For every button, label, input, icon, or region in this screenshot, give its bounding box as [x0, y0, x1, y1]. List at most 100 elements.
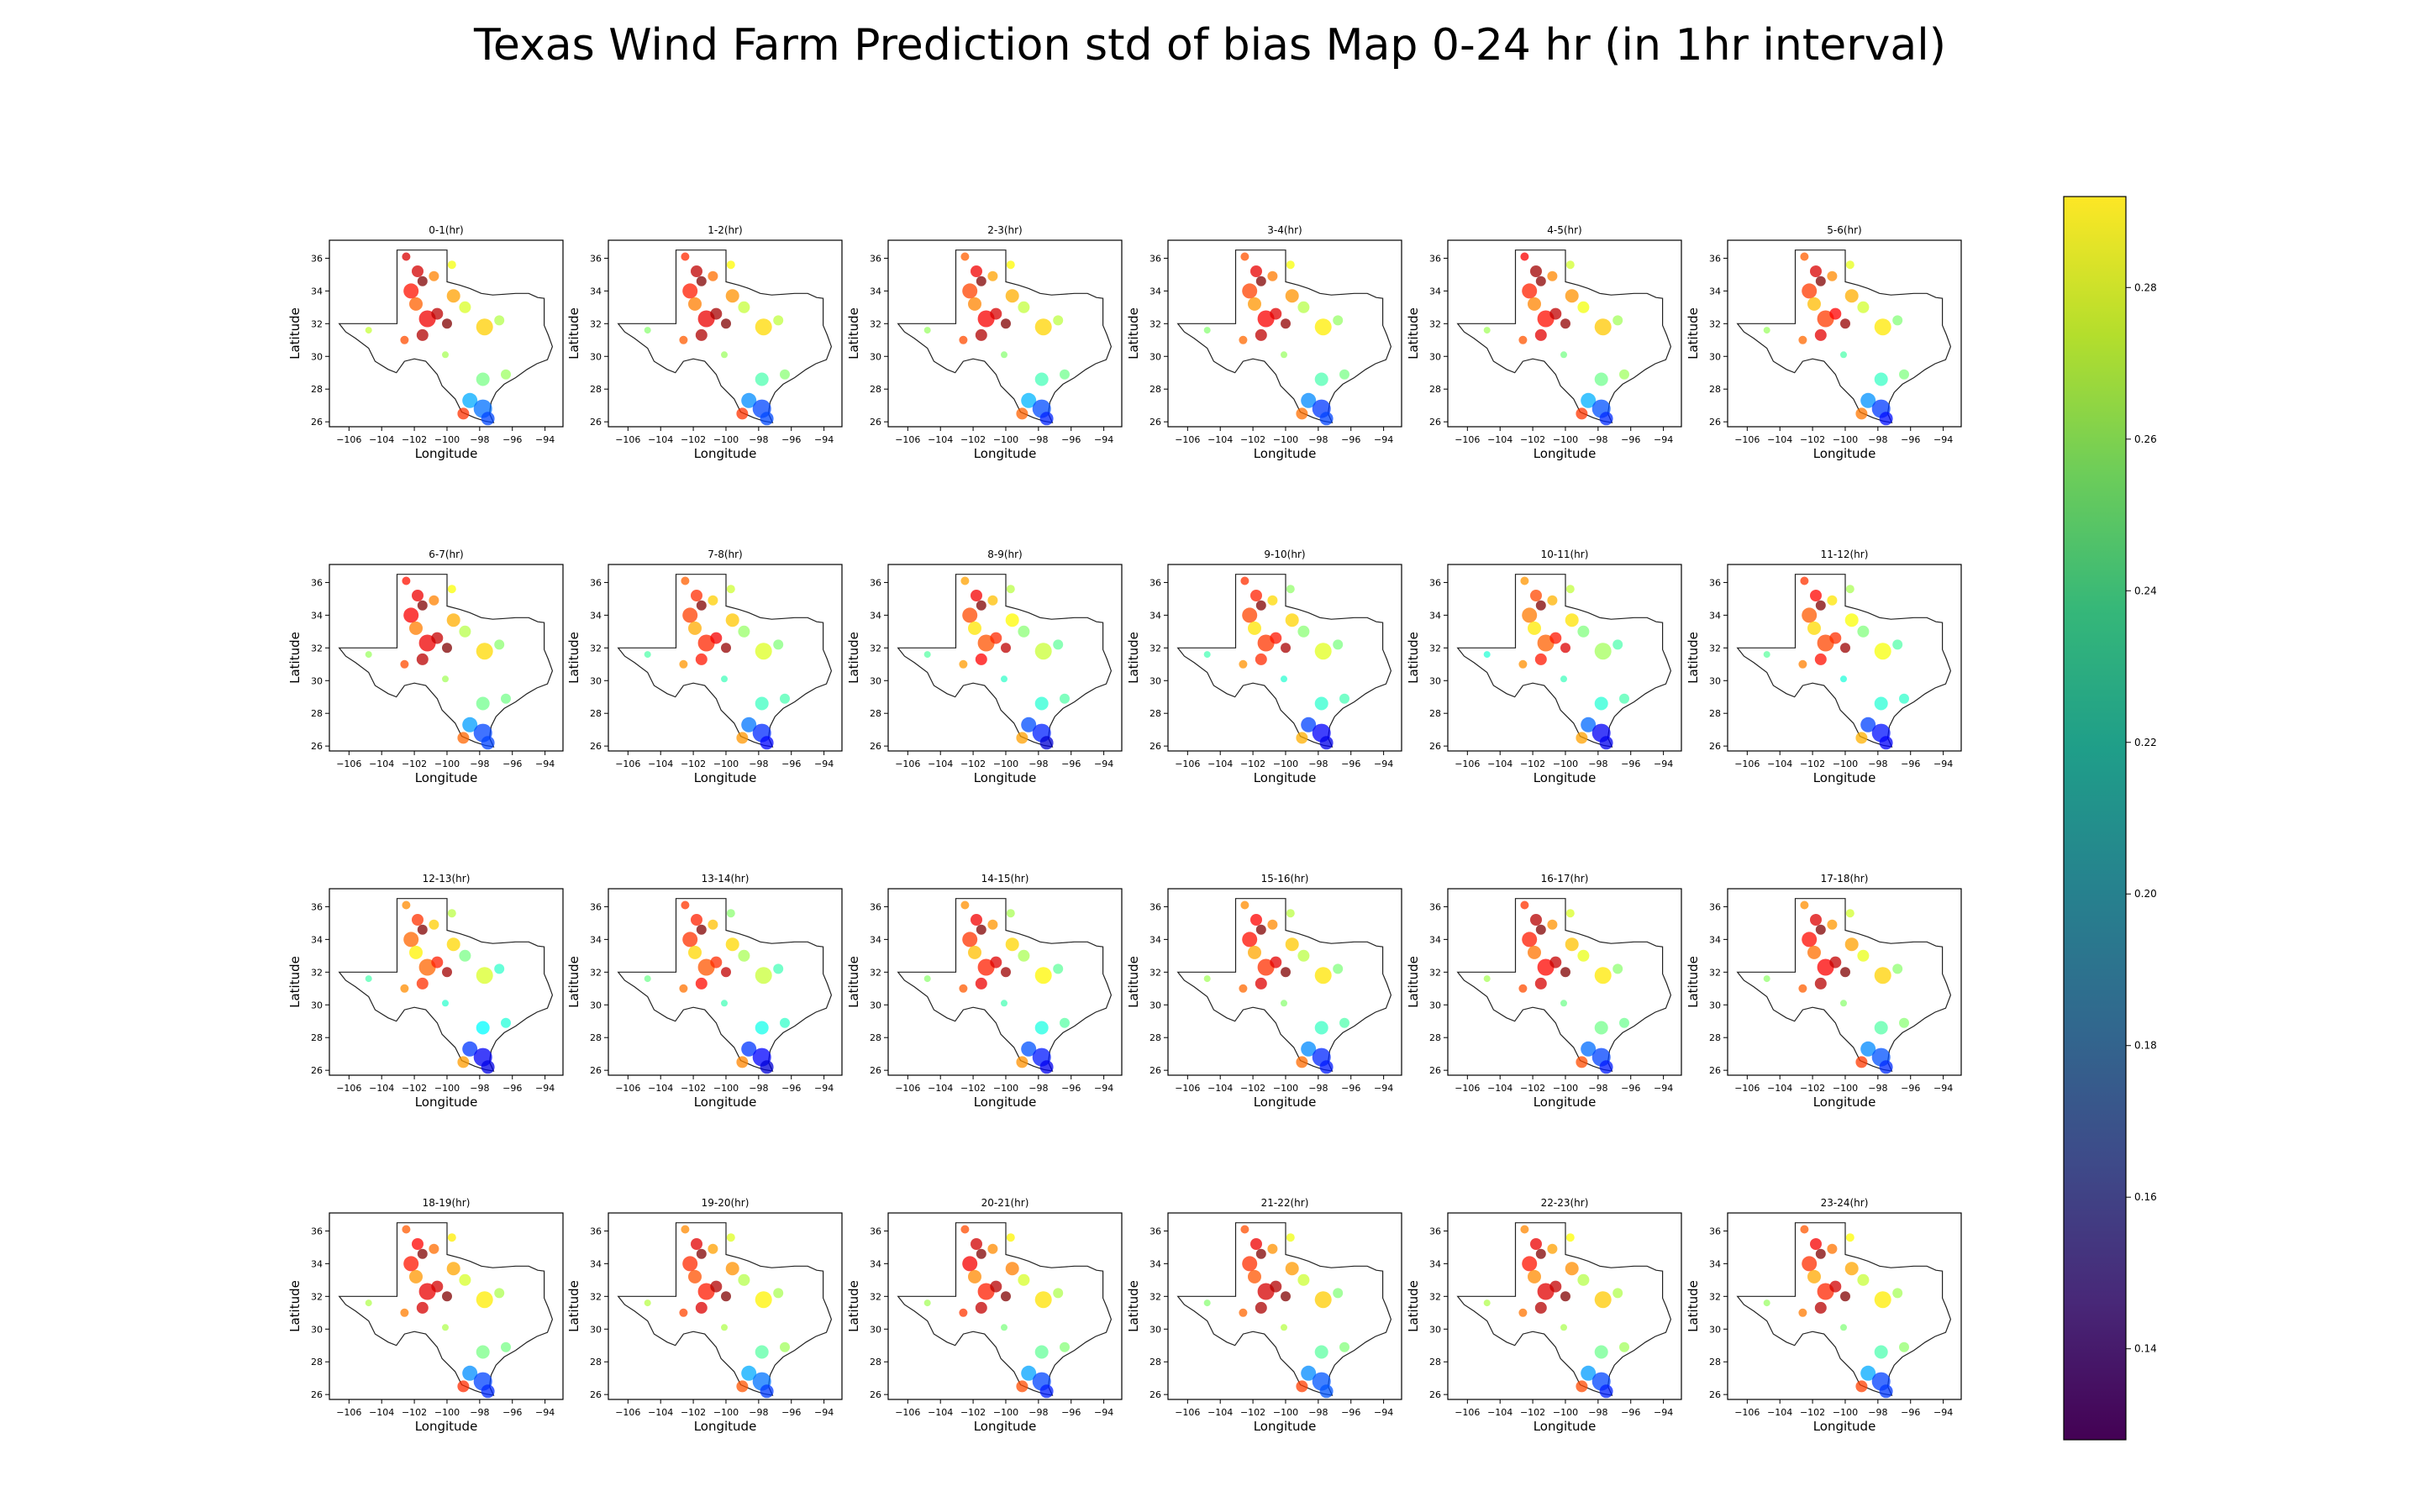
site-marker — [1518, 335, 1528, 344]
site-marker — [1522, 1256, 1538, 1272]
site-marker — [1255, 653, 1267, 665]
y-tick-label: 32 — [870, 318, 881, 329]
site-marker — [780, 369, 790, 380]
x-tick-label: −106 — [336, 759, 361, 769]
y-axis-label: Latitude — [287, 307, 302, 360]
y-axis-label: Latitude — [1126, 1280, 1141, 1332]
site-marker — [976, 924, 986, 935]
x-tick-label: −104 — [369, 1083, 394, 1094]
site-marker — [1333, 1288, 1344, 1299]
y-tick-label: 36 — [311, 577, 323, 588]
y-tick-label: 36 — [590, 577, 602, 588]
y-tick-label: 34 — [1150, 286, 1161, 297]
x-tick-label: −106 — [1455, 1083, 1480, 1094]
x-tick-label: −106 — [895, 759, 920, 769]
site-marker — [1810, 1238, 1822, 1250]
x-tick-label: −102 — [1520, 434, 1545, 445]
x-tick-label: −104 — [1487, 1083, 1512, 1094]
y-tick-label: 26 — [590, 1065, 602, 1076]
site-marker — [1518, 1308, 1528, 1317]
site-marker — [431, 632, 444, 644]
site-marker — [1840, 318, 1850, 329]
y-axis-label: Latitude — [566, 307, 581, 360]
x-tick-label: −106 — [1175, 434, 1200, 445]
site-marker — [1520, 252, 1529, 261]
site-marker — [501, 369, 511, 380]
texas-outline — [617, 1222, 833, 1396]
y-tick-label: 30 — [1429, 675, 1441, 686]
site-marker — [1018, 1273, 1030, 1286]
site-marker — [1296, 1056, 1308, 1068]
site-marker — [1599, 412, 1613, 426]
site-marker — [1763, 1299, 1770, 1307]
y-tick-label: 26 — [1709, 1065, 1721, 1076]
y-tick-label: 32 — [870, 967, 881, 978]
site-marker — [1535, 1248, 1546, 1259]
site-marker — [726, 260, 735, 270]
site-marker — [1018, 949, 1030, 962]
y-tick-label: 26 — [1429, 417, 1441, 428]
site-marker — [1255, 276, 1266, 286]
site-marker — [1829, 1280, 1842, 1293]
x-tick-label: −102 — [681, 1083, 706, 1094]
x-tick-label: −104 — [1207, 434, 1233, 445]
y-tick-label: 34 — [1709, 1258, 1721, 1269]
y-tick-label: 34 — [590, 934, 602, 945]
y-tick-label: 28 — [870, 1032, 881, 1043]
map-panel: 1-2(hr) −106 −104 −102 −100 −98 −96 −94 26 28 30 32… — [566, 224, 843, 461]
y-tick-label: 28 — [1709, 1357, 1721, 1368]
site-marker — [1281, 1324, 1287, 1331]
site-marker — [959, 659, 968, 669]
x-tick-label: −104 — [1207, 1083, 1233, 1094]
map-panel: 6-7(hr) −106 −104 −102 −100 −98 −96 −94 26 28 30 32… — [287, 549, 564, 785]
y-tick-label: 36 — [870, 577, 881, 588]
panel-title: 0-1(hr) — [429, 224, 464, 236]
x-axis-label: Longitude — [1534, 1095, 1597, 1110]
site-marker — [1855, 407, 1868, 420]
x-tick-label: −102 — [681, 434, 706, 445]
y-tick-label: 30 — [870, 675, 881, 686]
x-tick-label: −100 — [1833, 1407, 1858, 1418]
x-tick-label: −100 — [1553, 1083, 1578, 1094]
y-tick-label: 28 — [870, 384, 881, 395]
y-tick-label: 30 — [311, 351, 323, 362]
y-tick-label: 26 — [1150, 1065, 1161, 1076]
site-marker — [679, 335, 688, 344]
site-marker — [1001, 1291, 1011, 1302]
site-marker — [1248, 945, 1261, 959]
site-marker — [741, 717, 757, 732]
x-tick-label: −98 — [1028, 1083, 1048, 1094]
site-marker — [1039, 412, 1054, 426]
site-marker — [1483, 1299, 1491, 1307]
map-panel: 3-4(hr) −106 −104 −102 −100 −98 −96 −94 26 28 30 32… — [1126, 224, 1402, 461]
x-tick-label: −104 — [369, 434, 394, 445]
site-marker — [1581, 392, 1597, 408]
x-tick-label: −96 — [502, 1083, 522, 1094]
x-tick-label: −106 — [336, 1083, 361, 1094]
site-marker — [1060, 1341, 1070, 1352]
x-tick-label: −96 — [1061, 759, 1081, 769]
x-tick-label: −100 — [434, 1083, 460, 1094]
site-marker — [1314, 1291, 1332, 1309]
x-tick-label: −98 — [1588, 759, 1607, 769]
site-marker — [1798, 1308, 1807, 1317]
x-tick-label: −98 — [1588, 1407, 1607, 1418]
site-marker — [1577, 625, 1590, 638]
x-tick-label: −100 — [993, 434, 1018, 445]
site-marker — [1242, 607, 1258, 623]
site-marker — [755, 643, 772, 660]
y-tick-label: 26 — [870, 1389, 881, 1400]
site-marker — [1018, 301, 1030, 313]
site-marker — [1016, 407, 1028, 420]
x-tick-label: −102 — [1240, 1407, 1265, 1418]
site-marker — [1827, 919, 1838, 930]
site-marker — [1565, 1262, 1579, 1276]
site-marker — [1800, 900, 1809, 910]
site-marker — [1239, 1308, 1248, 1317]
site-marker — [1319, 1384, 1334, 1399]
site-marker — [1844, 937, 1859, 952]
x-tick-label: −102 — [402, 759, 427, 769]
y-tick-label: 34 — [311, 1258, 323, 1269]
site-marker — [1549, 956, 1562, 969]
texas-outline — [617, 898, 833, 1072]
